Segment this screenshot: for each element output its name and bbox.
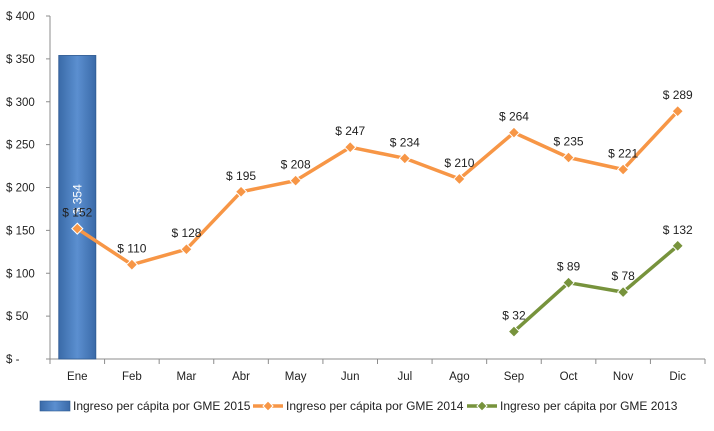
diamond-marker xyxy=(398,152,411,165)
diamond-marker xyxy=(453,172,466,186)
x-tick-label: Dic xyxy=(669,371,686,383)
x-tick-label: May xyxy=(285,371,307,383)
x-tick-label: Ene xyxy=(67,371,87,383)
x-tick-label: Nov xyxy=(613,371,634,383)
series-line-2 xyxy=(512,244,680,334)
legend-diamond-marker xyxy=(476,400,488,412)
point-data-label: $ 78 xyxy=(611,269,635,283)
legend-diamond-marker xyxy=(262,400,274,412)
point-data-label: $ 32 xyxy=(502,309,526,323)
x-tick-label: Ago xyxy=(449,371,469,383)
x-tick-label: Sep xyxy=(504,371,524,383)
y-tick-label: $ 300 xyxy=(6,97,35,109)
y-tick-label: $ 150 xyxy=(6,225,35,237)
y-tick-label: $ 400 xyxy=(6,11,35,23)
point-data-label: $ 89 xyxy=(557,260,581,274)
point-data-label: $ 208 xyxy=(281,158,311,172)
diamond-marker xyxy=(344,140,357,154)
point-data-label: $ 221 xyxy=(608,146,638,160)
diamond-marker xyxy=(71,222,84,235)
diamond-marker xyxy=(125,258,139,271)
legend-item-1: Ingreso per cápita por GME 2014 xyxy=(253,399,464,413)
point-data-label: $ 264 xyxy=(499,110,529,124)
point-data-label: $ 247 xyxy=(335,124,365,138)
x-tick-label: Feb xyxy=(122,371,142,383)
point-data-label: $ 234 xyxy=(390,135,420,149)
point-data-label: $ 152 xyxy=(62,206,92,220)
legend-item-0: Ingreso per cápita por GME 2015 xyxy=(39,399,251,413)
y-tick-label: $ 200 xyxy=(6,183,35,195)
diamond-marker xyxy=(562,276,575,289)
x-tick-label: Oct xyxy=(560,371,579,383)
point-data-label: $ 235 xyxy=(554,134,584,148)
diamond-marker xyxy=(507,325,521,338)
diamond-marker xyxy=(671,104,684,118)
point-data-label: $ 132 xyxy=(663,223,693,237)
y-tick-label: $ 50 xyxy=(6,311,28,323)
y-tick-label: $ - xyxy=(6,354,20,366)
point-data-label: $ 195 xyxy=(226,169,256,183)
bar-2015-ene xyxy=(58,55,97,360)
point-data-label: $ 210 xyxy=(444,156,474,170)
y-tick-label: $ 350 xyxy=(6,54,35,66)
diamond-marker xyxy=(616,163,630,176)
legend-label: Ingreso per cápita por GME 2015 xyxy=(73,399,251,413)
point-data-label: $ 289 xyxy=(663,88,693,102)
diamond-marker xyxy=(616,285,630,299)
x-tick-label: Jul xyxy=(397,371,412,383)
diamond-marker xyxy=(234,185,248,198)
y-tick-label: $ 100 xyxy=(6,268,35,280)
x-tick-label: Jun xyxy=(341,371,360,383)
diamond-marker xyxy=(562,151,575,164)
diamond-marker xyxy=(507,126,521,139)
legend-label: Ingreso per cápita por GME 2014 xyxy=(286,399,464,413)
point-data-label: $ 110 xyxy=(117,242,146,256)
legend-bar-swatch xyxy=(39,400,71,412)
bar-data-label: $ 354 xyxy=(70,184,84,214)
x-tick-label: Mar xyxy=(177,371,197,383)
diamond-marker xyxy=(671,239,684,253)
diamond-marker xyxy=(289,174,302,187)
point-data-label: $ 128 xyxy=(171,226,201,240)
y-tick-label: $ 250 xyxy=(6,140,35,152)
legend-label: Ingreso per cápita por GME 2013 xyxy=(500,399,678,413)
series-line-1 xyxy=(75,109,680,267)
legend-item-2: Ingreso per cápita por GME 2013 xyxy=(467,399,678,413)
diamond-marker xyxy=(180,243,193,256)
x-tick-label: Abr xyxy=(232,371,250,383)
